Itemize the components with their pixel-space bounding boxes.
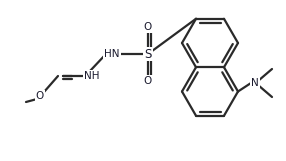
Text: NH: NH xyxy=(84,71,100,81)
Text: S: S xyxy=(144,47,152,61)
Text: O: O xyxy=(144,22,152,32)
Text: O: O xyxy=(36,91,44,101)
Text: N: N xyxy=(251,78,259,88)
Text: O: O xyxy=(144,76,152,86)
Text: HN: HN xyxy=(104,49,120,59)
